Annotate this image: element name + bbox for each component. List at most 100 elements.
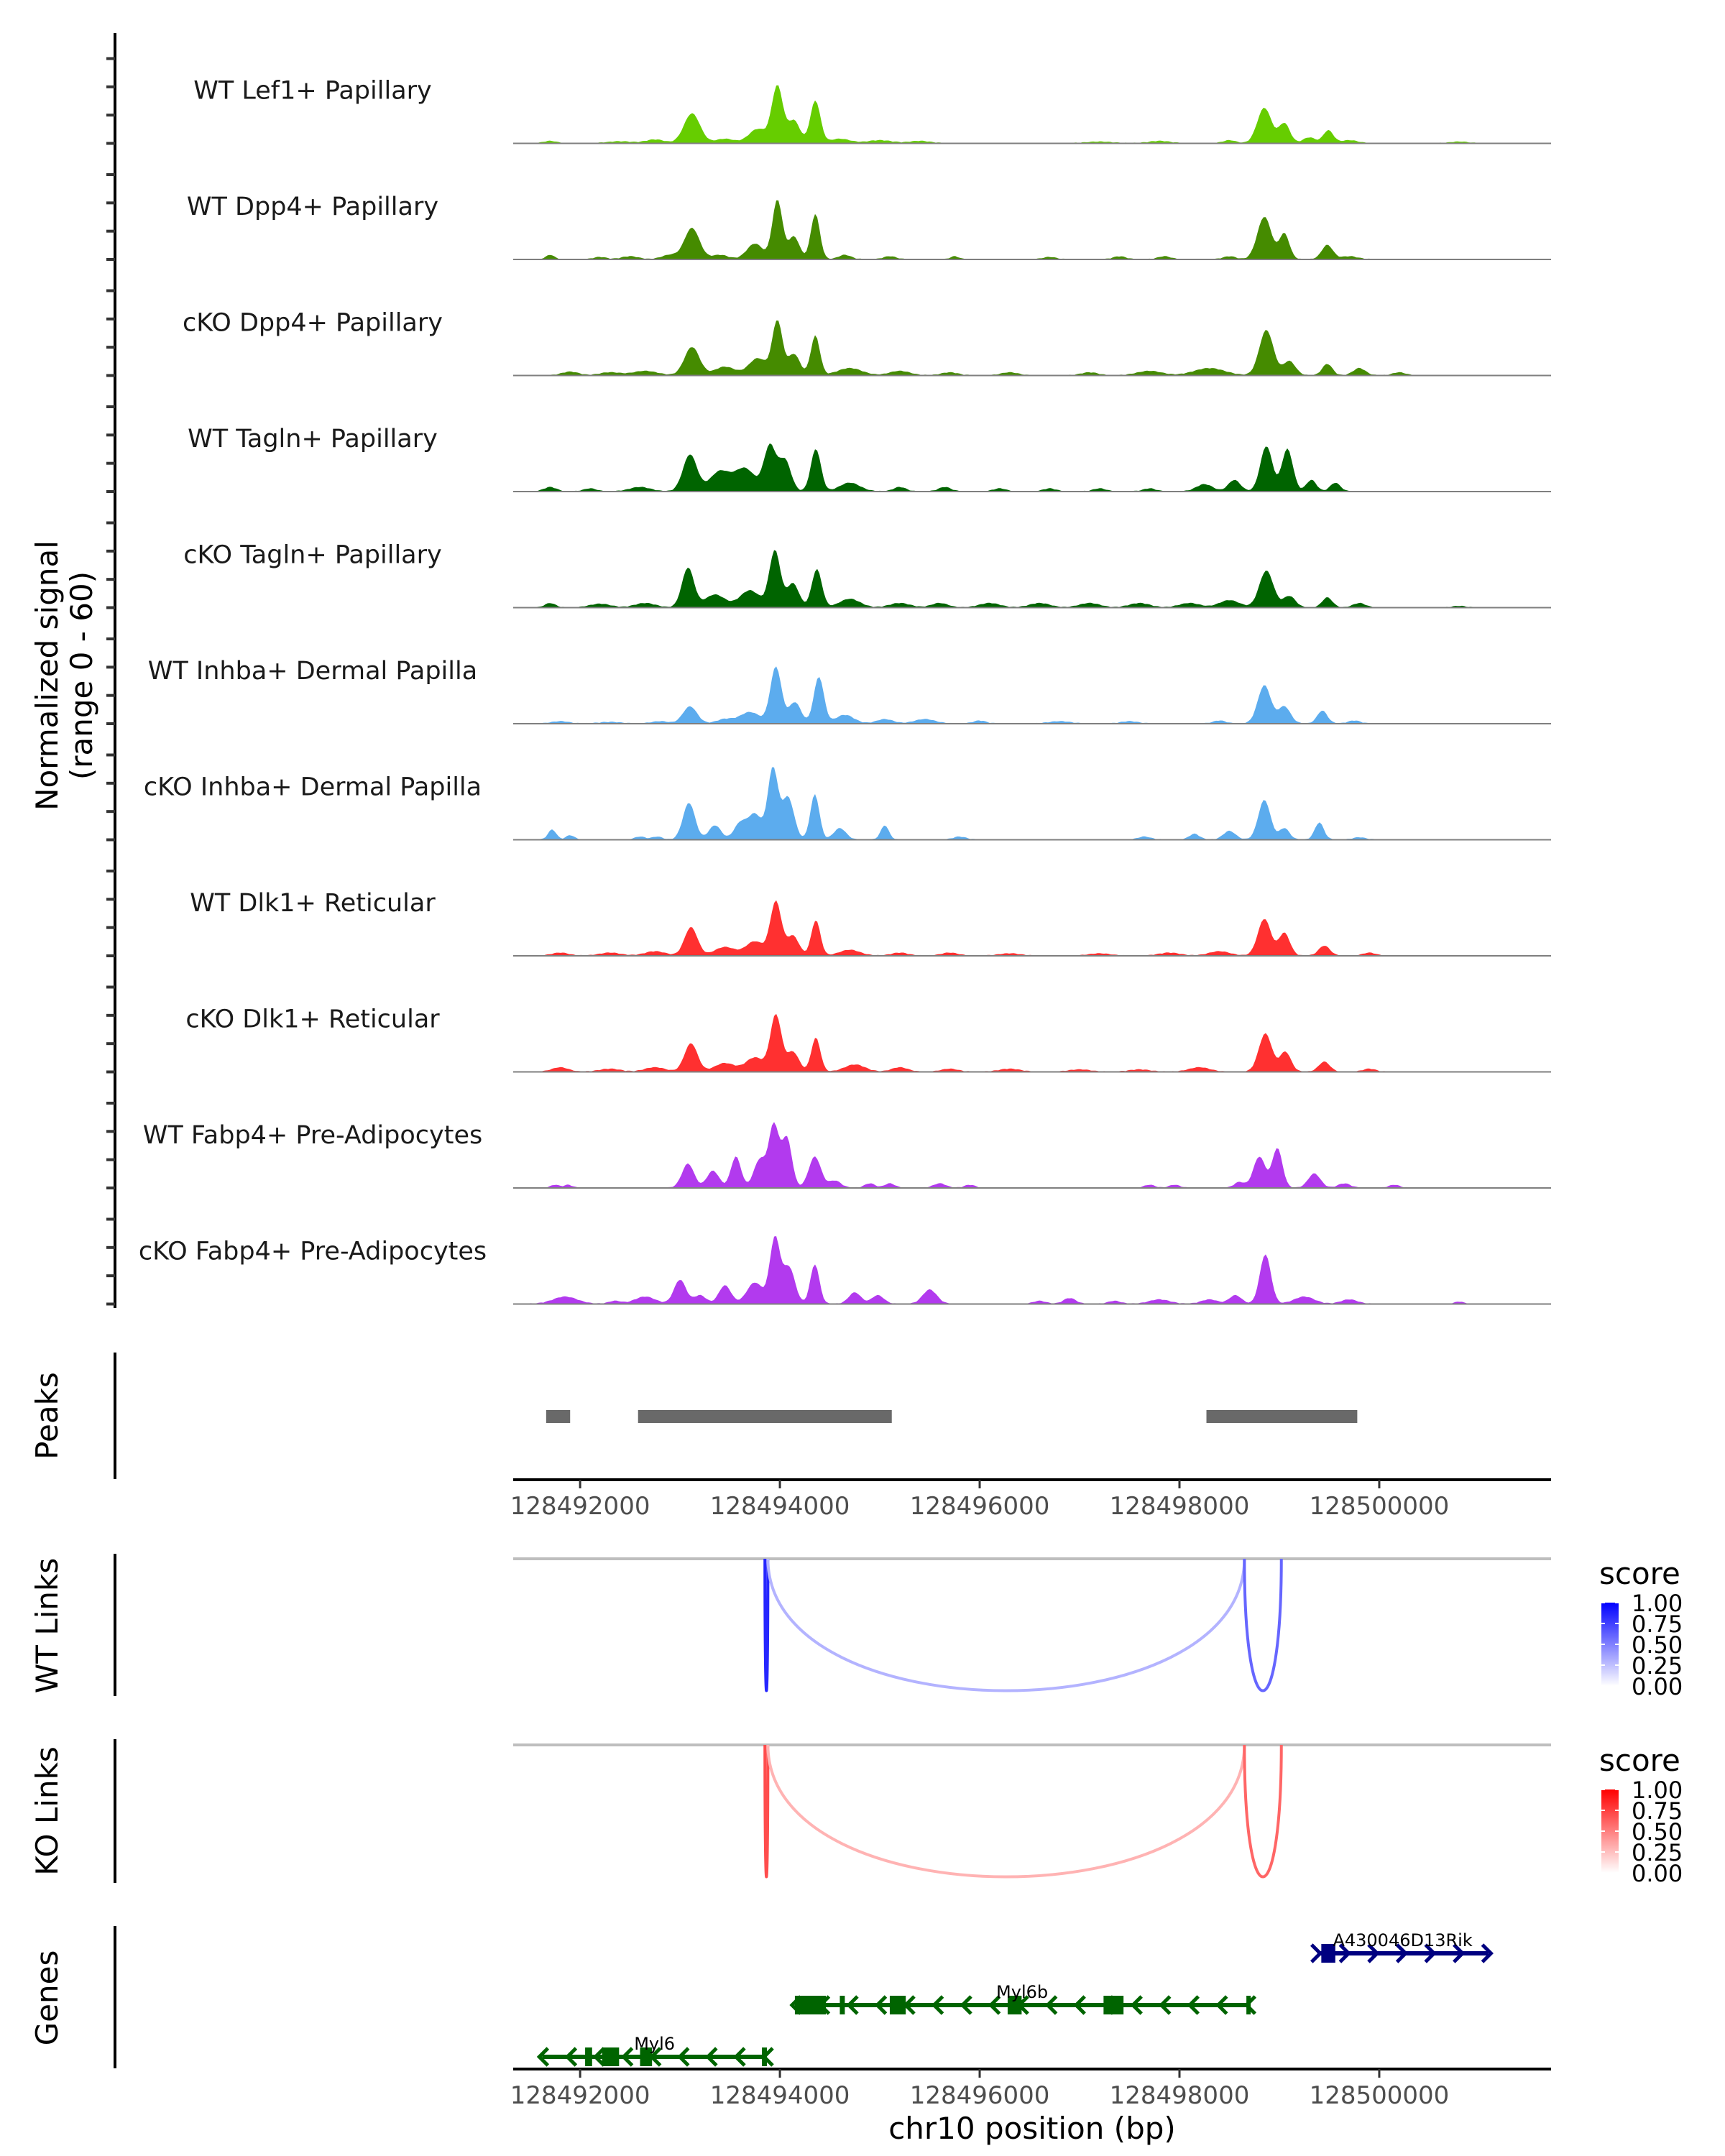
coverage-track: WT Dlk1+ Reticular <box>106 870 1551 957</box>
legend-tick-label: 1.00 <box>1632 1590 1683 1617</box>
strand-arrow <box>1338 1943 1351 1963</box>
exon <box>1007 1996 1022 2014</box>
coverage-area <box>513 443 1551 492</box>
exon <box>602 2047 620 2066</box>
x-tick-label: 128498000 <box>1110 2081 1250 2110</box>
coverage-area <box>513 1013 1551 1072</box>
x-tick-label: 128492000 <box>510 2081 650 2110</box>
wt-legend-title: score <box>1599 1556 1680 1591</box>
coverage-area <box>513 1122 1551 1188</box>
track-label: WT Dlk1+ Reticular <box>190 889 436 918</box>
link-arc <box>763 1558 770 1692</box>
exon <box>762 2047 768 2066</box>
link-arc <box>766 1558 1246 1692</box>
gene: Myl6b <box>789 1982 1257 2015</box>
coverage-area <box>513 666 1551 724</box>
strand-arrow <box>846 1995 859 2015</box>
wt-links-track-title: WT Links <box>29 1558 65 1693</box>
strand-arrow <box>1215 1995 1228 2015</box>
legend-tick-label: 0.50 <box>1632 1818 1683 1846</box>
coverage-track: cKO Dlk1+ Reticular <box>106 985 1551 1074</box>
link-arc <box>763 1744 770 1879</box>
gene-label: A430046D13Rik <box>1333 1930 1472 1950</box>
strand-arrow <box>1159 1995 1172 2015</box>
legend-tick-label: 0.75 <box>1632 1611 1683 1638</box>
track-label: cKO Tagln+ Papillary <box>183 541 442 570</box>
track-label: WT Lef1+ Papillary <box>193 77 432 106</box>
strand-arrow <box>931 1995 944 2015</box>
coverage-area <box>513 1236 1551 1304</box>
x-tick-label: 128496000 <box>910 2081 1050 2110</box>
exon <box>1246 1996 1251 2014</box>
x-tick-label: 128494000 <box>710 1492 850 1521</box>
track-label: WT Tagln+ Papillary <box>188 425 438 453</box>
strand-arrow <box>1395 1943 1409 1963</box>
ko-score-legend: score 1.000.750.500.250.00 <box>1599 1743 1683 1887</box>
strand-arrow <box>564 2047 578 2067</box>
strand-arrow <box>1073 1995 1086 2015</box>
coverage-track: WT Fabp4+ Pre-Adipocytes <box>106 1102 1551 1189</box>
y-axis-title-line2: (range 0 - 60) <box>64 571 99 780</box>
coverage-track: cKO Inhba+ Dermal Papilla <box>106 753 1551 842</box>
exon <box>840 1996 845 2014</box>
coverage-area <box>513 767 1551 840</box>
strand-arrow <box>1045 1995 1058 2015</box>
strand-arrow <box>536 2047 550 2067</box>
strand-arrow <box>1453 1943 1466 1963</box>
peaks-track <box>546 1410 1358 1423</box>
x-axis-title: chr10 position (bp) <box>888 2111 1176 2146</box>
track-label: WT Inhba+ Dermal Papilla <box>148 657 477 686</box>
coverage-track: cKO Fabp4+ Pre-Adipocytes <box>106 1217 1551 1306</box>
legend-tick-label: 0.25 <box>1632 1652 1683 1680</box>
x-axis-bottom: 128492000 128494000 128496000 128498000 1285… <box>510 2068 1551 2110</box>
coverage-area <box>513 550 1551 608</box>
y-axis-title-line1: Normalized signal <box>29 540 65 811</box>
exon <box>585 2047 592 2066</box>
exon <box>794 1996 827 2014</box>
ko-links-track-title: KO Links <box>29 1746 65 1876</box>
exon <box>640 2047 653 2066</box>
strand-arrow <box>621 2047 634 2067</box>
strand-arrow <box>705 2047 718 2067</box>
strand-arrow <box>1367 1943 1380 1963</box>
coverage-tracks: WT Lef1+ Papillary WT Dpp4+ Papillary cKO … <box>106 57 1551 1306</box>
exon <box>1103 1996 1124 2014</box>
peak-region <box>546 1410 571 1423</box>
gene-label: Myl6b <box>996 1982 1048 2002</box>
coverage-track: WT Dpp4+ Papillary <box>106 173 1551 261</box>
legend-tick-label: 0.75 <box>1632 1797 1683 1825</box>
exon <box>889 1996 906 2014</box>
coverage-area <box>513 85 1551 144</box>
x-tick-label: 128496000 <box>910 1492 1050 1521</box>
coverage-area <box>513 200 1551 259</box>
legend-tick-label: 0.25 <box>1632 1839 1683 1866</box>
strand-arrow <box>733 2047 746 2067</box>
coverage-area <box>513 321 1551 376</box>
legend-tick-label: 0.00 <box>1632 1860 1683 1887</box>
wt-score-legend: score 1.000.750.500.250.00 <box>1599 1556 1683 1700</box>
x-tick-label: 128498000 <box>1110 1492 1250 1521</box>
wt-links-track <box>513 1557 1551 1692</box>
gene: Myl6 <box>536 2034 774 2067</box>
link-arc <box>1243 1744 1283 1879</box>
x-tick-label: 128492000 <box>510 1492 650 1521</box>
ko-legend-title: score <box>1599 1743 1680 1778</box>
strand-arrow <box>1481 1943 1494 1963</box>
strand-arrow <box>1130 1995 1143 2015</box>
coverage-track: cKO Dpp4+ Papillary <box>106 289 1551 377</box>
track-label: cKO Dpp4+ Papillary <box>183 309 443 338</box>
track-label: WT Fabp4+ Pre-Adipocytes <box>143 1121 482 1150</box>
coverage-track: WT Lef1+ Papillary <box>106 57 1551 145</box>
gene: A430046D13Rik <box>1310 1930 1494 1963</box>
exon <box>1321 1944 1335 1963</box>
x-tick-label: 128500000 <box>1310 2081 1450 2110</box>
x-tick-label: 128500000 <box>1310 1492 1450 1521</box>
strand-arrow <box>1310 1943 1323 1963</box>
track-label: cKO Dlk1+ Reticular <box>185 1005 440 1034</box>
legend-tick-label: 0.50 <box>1632 1631 1683 1659</box>
coverage-track: cKO Tagln+ Papillary <box>106 521 1551 609</box>
coverage-track: WT Inhba+ Dermal Papilla <box>106 637 1551 725</box>
link-arc <box>766 1744 1246 1879</box>
strand-arrow <box>677 2047 690 2067</box>
peak-region <box>638 1410 892 1423</box>
